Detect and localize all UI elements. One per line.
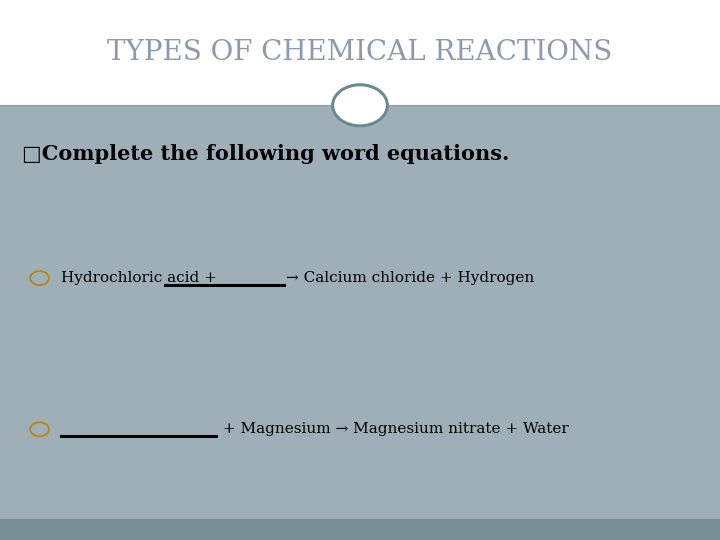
Bar [0, 519, 720, 540]
Text: Hydrochloric acid +: Hydrochloric acid + [61, 271, 222, 285]
Circle shape [333, 85, 387, 126]
Text: □Complete the following word equations.: □Complete the following word equations. [22, 144, 509, 164]
Text: + Magnesium → Magnesium nitrate + Water: + Magnesium → Magnesium nitrate + Water [218, 422, 569, 436]
Text: → Calcium chloride + Hydrogen: → Calcium chloride + Hydrogen [286, 271, 534, 285]
Bar [0, 0, 720, 105]
Text: TYPES OF CHEMICAL REACTIONS: TYPES OF CHEMICAL REACTIONS [107, 39, 613, 66]
Bar [0, 105, 720, 540]
